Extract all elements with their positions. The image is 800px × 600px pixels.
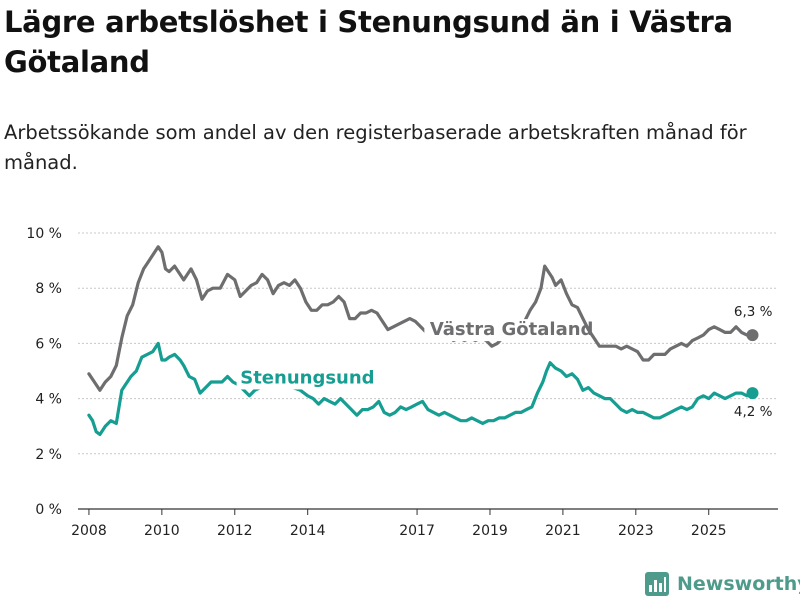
end-value-label-vastra-gotaland: 6,3 % <box>734 304 773 320</box>
y-axis-tick-labels: 0 % 2 % 4 % 6 % 8 % 10 % <box>26 226 62 518</box>
x-tick-label: 2014 <box>290 523 326 539</box>
x-axis: 2008 2010 2012 2014 2017 2019 2021 2023 2025 <box>71 509 727 539</box>
x-tick-label: 2021 <box>545 523 581 539</box>
y-tick-label: 6 % <box>35 336 62 352</box>
gridlines <box>78 232 778 510</box>
y-tick-label: 8 % <box>35 281 62 297</box>
x-tick-label: 2019 <box>472 523 508 539</box>
series-lines <box>87 245 759 437</box>
y-tick-label: 2 % <box>35 447 62 463</box>
series-label-background <box>424 319 545 342</box>
x-tick-label: 2010 <box>144 523 180 539</box>
chart-subtitle: Arbetssökande som andel av den registerb… <box>4 121 747 174</box>
x-tick-label: 2017 <box>399 523 435 539</box>
x-tick-label: 2023 <box>618 523 654 539</box>
chart-title: Lägre arbetslöshet i Stenungsund än i Vä… <box>4 5 733 79</box>
x-tick-label: 2025 <box>691 523 727 539</box>
bar-chart-logo-icon <box>645 572 669 596</box>
y-tick-label: 0 % <box>35 502 62 518</box>
series-labels: 6,3 % Västra Götaland 4,2 % Stenungsund <box>236 304 773 420</box>
end-point-vastra-gotaland <box>746 329 759 342</box>
end-point-stenungsund <box>746 387 759 400</box>
end-value-label-stenungsund: 4,2 % <box>734 404 773 420</box>
series-line-vastra-gotaland <box>87 245 755 392</box>
series-label-background <box>236 367 319 390</box>
y-tick-label: 4 % <box>35 392 62 408</box>
series-line-stenungsund <box>87 341 755 437</box>
series-label-vastra-gotaland: Västra Götaland <box>430 319 594 340</box>
series-label-stenungsund: Stenungsund <box>240 367 374 388</box>
y-tick-label: 10 % <box>26 226 62 242</box>
brand-name: Newsworthy <box>677 573 800 595</box>
x-tick-label: 2012 <box>217 523 253 539</box>
x-tick-label: 2008 <box>71 523 107 539</box>
newsworthy-logo[interactable]: Newsworthy <box>645 568 800 600</box>
